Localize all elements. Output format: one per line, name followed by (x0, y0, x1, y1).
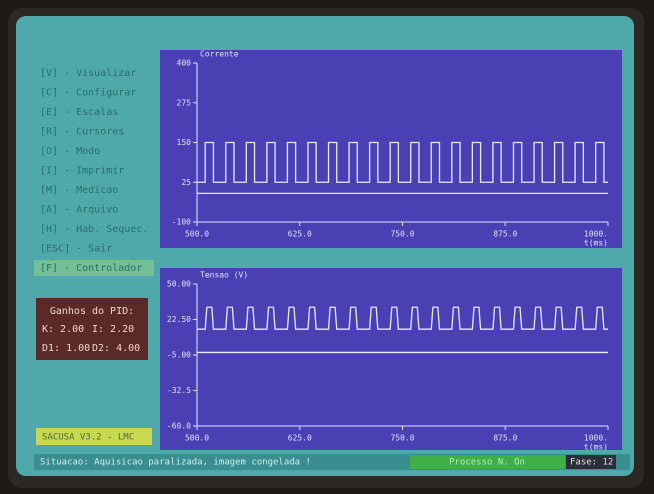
y-tick-label: -32.5 (167, 386, 191, 395)
x-tick-label: 625.0 (288, 434, 312, 443)
y-tick-label: 50.00 (167, 280, 191, 289)
y-tick-label: -60.0 (167, 422, 191, 431)
x-tick-label: 625.0 (288, 230, 312, 239)
menu-item: [F] - Controlador (40, 263, 142, 274)
menu-item: [V] - Visualizar (40, 68, 136, 79)
gain-i: I: 2.20 (92, 324, 134, 335)
chart-title: Tensao (V) (200, 271, 248, 280)
y-tick-label: 400 (177, 59, 192, 68)
menu-item: [A] - Arquivo (40, 205, 118, 216)
menu-item: [O] - Modo (40, 146, 100, 157)
version: SACUSA V3.2 - LMC (42, 433, 134, 443)
plot-panel (160, 268, 622, 450)
page: [V] - Visualizar [C] - Configurar [E] - Es… (0, 0, 654, 494)
x-tick-label: 500.0 (185, 434, 209, 443)
x-axis-label: t(ms) (584, 443, 608, 452)
y-tick-label: 22.50 (167, 315, 191, 324)
menu-item: [I] - Imprimir (40, 166, 124, 177)
process-status: Processo N. On (449, 458, 525, 468)
menu-item: [R] - Cursores (40, 127, 124, 138)
screen: [V] - Visualizar [C] - Configurar [E] - Es… (0, 0, 654, 494)
menu-item: [E] - Escalas (40, 107, 118, 118)
chart-title: Corrente (200, 50, 239, 59)
menu-item: [M] - Medicao (40, 185, 118, 196)
y-tick-label: 25 (181, 178, 191, 187)
y-tick-label: -100 (172, 218, 191, 227)
gain-k: K: 2.00 (42, 324, 84, 335)
x-tick-label: 750.0 (390, 230, 414, 239)
x-tick-label: 875.0 (493, 230, 517, 239)
x-axis-label: t(ms) (584, 239, 608, 248)
gains-title: Ganhos do PID: (50, 306, 134, 317)
status-message: Situacao: Aquisicao paralizada, imagem c… (40, 458, 311, 468)
x-tick-label: 1000. (584, 434, 608, 443)
menu-item: [C] - Configurar (40, 88, 136, 99)
gain-d2: D2: 4.00 (92, 343, 140, 354)
y-tick-label: 275 (177, 98, 192, 107)
y-tick-label: -5.00 (167, 351, 191, 360)
x-tick-label: 500.0 (185, 230, 209, 239)
x-tick-label: 750.0 (390, 434, 414, 443)
gain-d1: D1: 1.00 (42, 343, 90, 354)
y-tick-label: 150 (177, 138, 192, 147)
menu-item: [H] - Hab. Sequec. (40, 224, 148, 235)
menu-item: [ESC] - Sair (40, 244, 112, 255)
phase: Fase: 12 (570, 458, 613, 468)
x-tick-label: 875.0 (493, 434, 517, 443)
x-tick-label: 1000. (584, 230, 608, 239)
plot-panel (160, 50, 622, 248)
